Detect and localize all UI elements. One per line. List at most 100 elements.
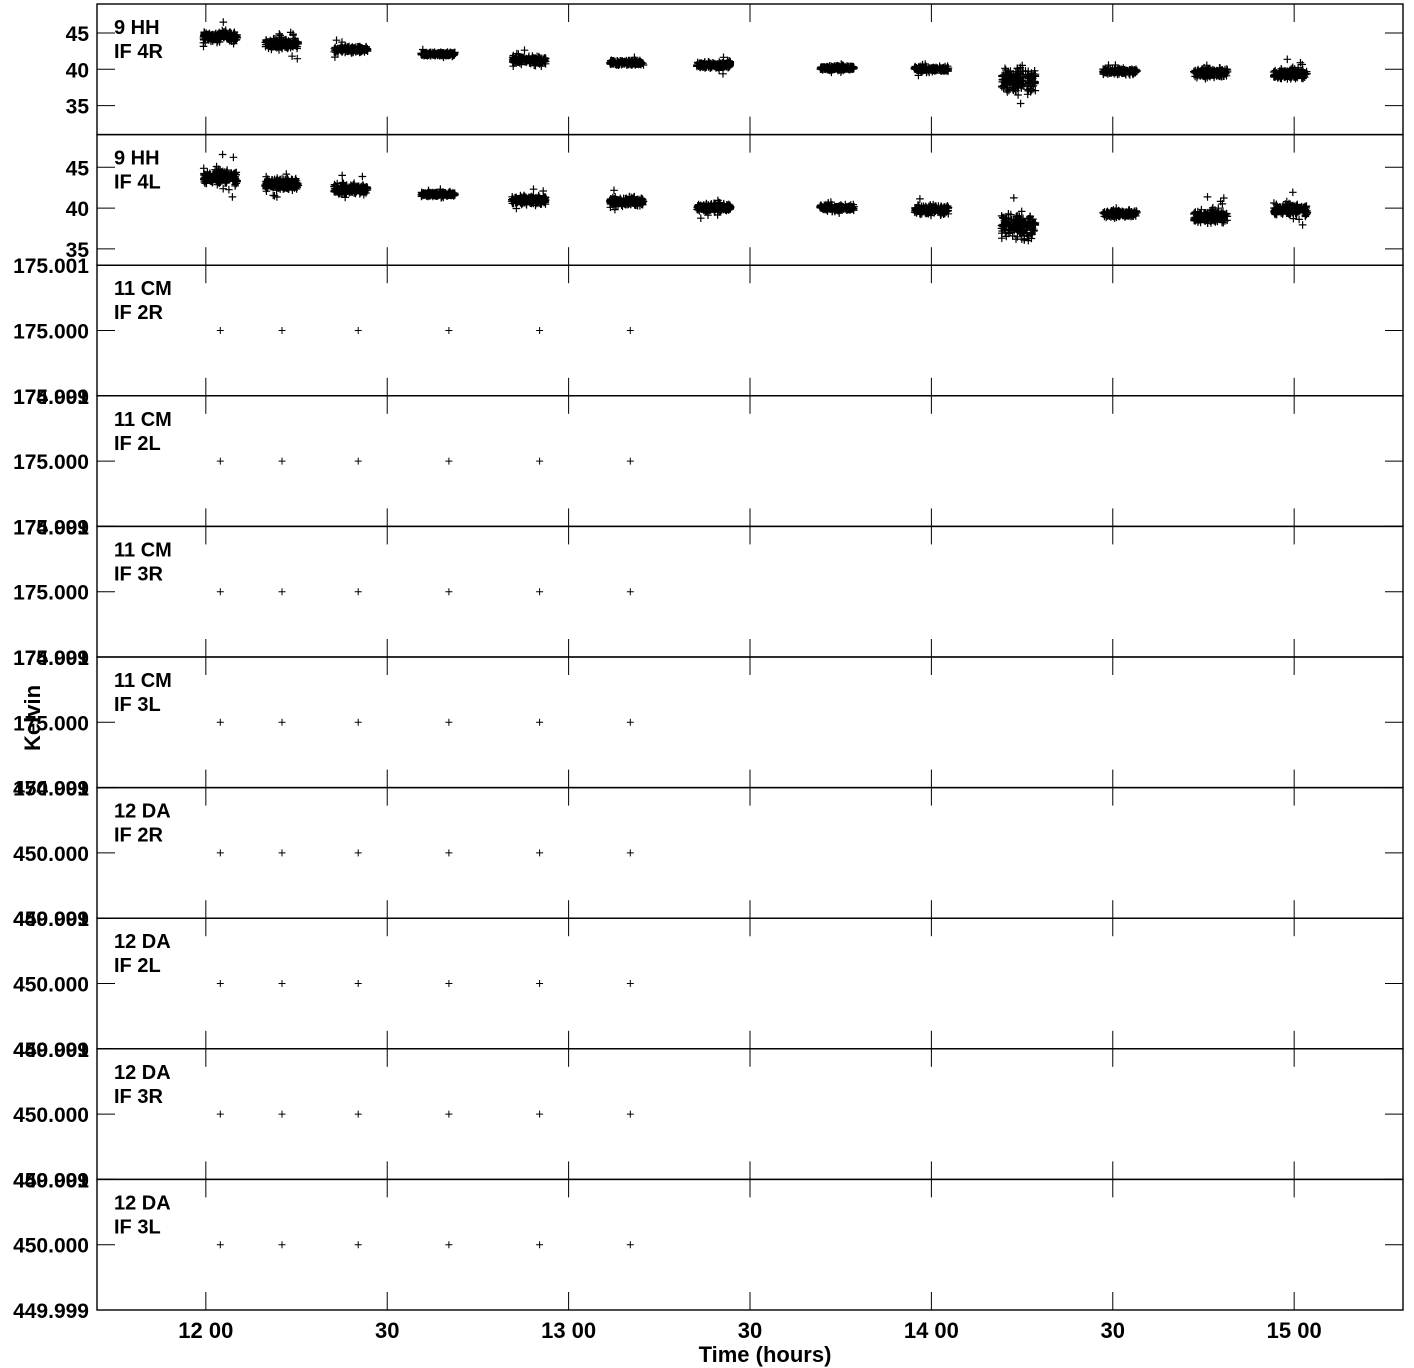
y-tick-label: 450.000 [13, 974, 89, 997]
data-point [354, 1110, 362, 1118]
data-point [358, 172, 367, 181]
data-point [290, 40, 298, 49]
data-point [626, 1110, 634, 1118]
x-tick-label: 12 00 [178, 1318, 233, 1343]
data-point [1014, 91, 1022, 99]
data-point [540, 57, 549, 66]
panel-points [216, 1110, 634, 1118]
panel-label-antenna: 11 CM [114, 539, 172, 561]
data-point [354, 457, 362, 465]
data-point [354, 1241, 362, 1249]
data-cluster [1270, 188, 1312, 229]
panel-label-if: IF 3R [114, 563, 163, 585]
data-point [200, 32, 209, 40]
y-tick-label: 35 [66, 96, 90, 119]
data-cluster [606, 53, 648, 69]
panel-label-antenna: 12 DA [114, 931, 171, 953]
data-point [445, 849, 453, 857]
y-tick-label: 175.000 [13, 582, 89, 605]
panel-frame [96, 1048, 1404, 1181]
panel-label-antenna: 12 DA [114, 1062, 171, 1084]
data-cluster [330, 171, 372, 202]
data-point [331, 43, 339, 52]
data-point [216, 849, 224, 857]
data-cluster [417, 185, 459, 202]
data-point [218, 32, 227, 40]
data-point [276, 31, 284, 40]
data-point [535, 55, 544, 63]
data-cluster [1099, 204, 1141, 222]
data-point [726, 58, 735, 67]
y-tick-label: 175.001 [13, 516, 89, 539]
data-point [701, 61, 710, 70]
data-point [1203, 193, 1212, 201]
data-cluster [910, 60, 953, 80]
data-point [536, 1241, 544, 1249]
y-tick-label: 175.000 [13, 451, 89, 474]
data-point [632, 60, 641, 68]
panel-frame [96, 1178, 1404, 1311]
y-tick-label: 450.000 [13, 1104, 89, 1127]
data-point [425, 48, 434, 57]
data-cluster [693, 53, 735, 78]
data-point [850, 63, 858, 72]
data-point [719, 70, 727, 78]
data-point [288, 52, 296, 60]
data-point [216, 1241, 224, 1249]
data-point [278, 849, 286, 857]
data-cluster [1190, 61, 1232, 83]
data-point [835, 62, 843, 70]
data-point [1289, 188, 1297, 197]
panel-points [216, 849, 634, 857]
data-point [442, 51, 450, 60]
panel-label-antenna: 9 HH [114, 17, 160, 39]
data-point [199, 164, 208, 173]
panel-label-antenna: 11 CM [114, 670, 172, 692]
data-point [637, 60, 645, 69]
x-tick-label: 30 [375, 1318, 399, 1343]
data-point [610, 186, 618, 195]
panel-label-antenna: 9 HH [114, 148, 160, 170]
data-point [278, 588, 286, 596]
y-tick-label: 450.000 [13, 843, 89, 866]
data-point [445, 588, 453, 596]
data-point [445, 980, 453, 987]
panel-points [216, 1241, 634, 1249]
data-cluster [816, 198, 858, 217]
x-tick-label: 30 [1101, 1318, 1125, 1343]
data-point [293, 44, 301, 53]
data-cluster [417, 45, 459, 62]
data-point [228, 193, 237, 201]
y-tick-label: 40 [66, 198, 89, 221]
data-point [508, 53, 517, 61]
data-point [517, 55, 526, 64]
data-point [516, 54, 524, 63]
x-tick-label: 14 00 [904, 1318, 959, 1343]
data-point [225, 185, 233, 194]
x-tick-label: 13 00 [541, 1318, 596, 1343]
data-point [419, 50, 428, 58]
data-cluster [261, 170, 303, 201]
panel-label-antenna: 12 DA [114, 801, 171, 823]
panel-frame [96, 395, 1404, 528]
data-cluster [199, 150, 241, 201]
panel-frame [96, 917, 1404, 1050]
data-point [354, 588, 362, 596]
data-point [213, 32, 222, 41]
data-point [285, 38, 294, 47]
data-point [445, 1241, 453, 1249]
panel-label-if: IF 2L [114, 433, 161, 455]
data-point [225, 28, 234, 37]
data-point [537, 62, 546, 70]
data-point [331, 53, 339, 61]
data-point [930, 64, 938, 72]
data-point [218, 150, 227, 159]
data-cluster [606, 186, 648, 214]
panel-frame [96, 264, 1404, 397]
